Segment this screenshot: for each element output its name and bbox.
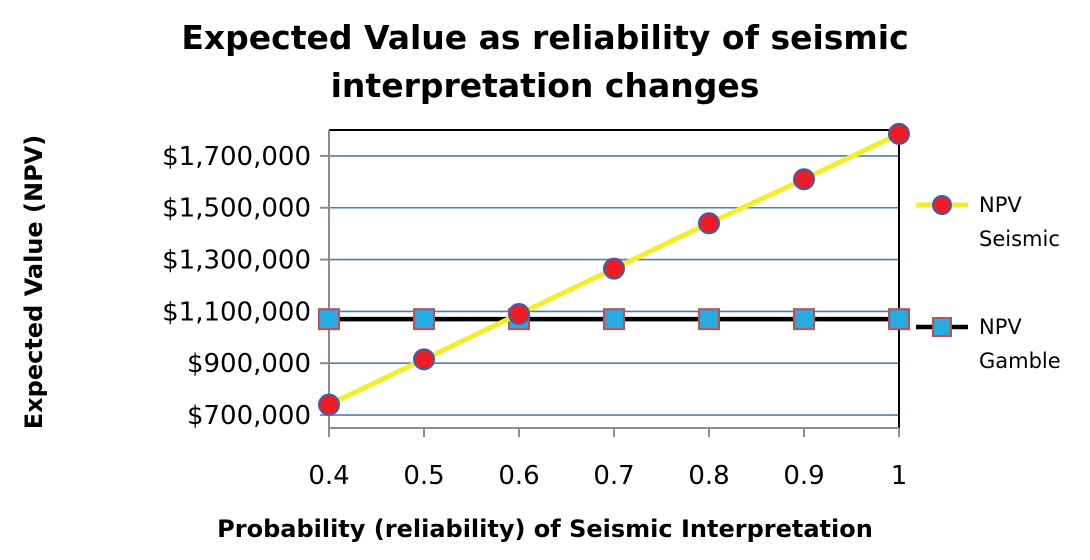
- data-point: [888, 122, 910, 145]
- y-tick-label: $900,000: [187, 349, 311, 379]
- y-tick-label: $1,500,000: [162, 194, 311, 224]
- legend-item-1: NPV Gamble: [916, 315, 1061, 373]
- x-tick-label: 0.9: [783, 461, 824, 491]
- data-point: [698, 308, 720, 331]
- x-tick-label: 0.6: [498, 461, 539, 491]
- x-tick-label: 0.8: [688, 461, 729, 491]
- chart-title: Expected Value as reliability of seismic…: [181, 18, 908, 105]
- y-tick-label: $1,300,000: [162, 246, 311, 276]
- data-point: [318, 308, 340, 331]
- x-tick-label: 0.4: [308, 461, 349, 491]
- x-tick-label: 1: [891, 461, 908, 491]
- legend-label-line-2: Seismic: [979, 227, 1060, 251]
- legend-label-line-1: NPV: [979, 193, 1022, 217]
- y-axis-ticks: $700,000 $900,000 $1,100,000 $1,300,000 $1,5…: [162, 142, 329, 431]
- y-tick-label: $700,000: [187, 401, 311, 431]
- data-point: [603, 257, 625, 280]
- x-axis-title: Probability (reliability) of Seismic Int…: [217, 515, 873, 543]
- legend-label-line-2: Gamble: [979, 349, 1061, 373]
- legend-marker: [932, 195, 952, 215]
- data-point: [413, 348, 435, 371]
- data-point: [793, 308, 815, 331]
- y-tick-label: $1,100,000: [162, 297, 311, 327]
- y-tick-label: $1,700,000: [162, 142, 311, 172]
- legend-label-line-1: NPV: [979, 315, 1022, 339]
- data-point: [888, 308, 910, 331]
- series-0: [318, 122, 910, 416]
- data-point: [318, 393, 340, 416]
- data-point: [413, 308, 435, 331]
- x-axis-ticks: 0.4 0.5 0.6 0.7 0.8 0.9 1: [308, 428, 907, 491]
- series: [318, 122, 910, 416]
- data-point: [793, 168, 815, 191]
- y-axis-title: Expected Value (NPV): [20, 135, 48, 429]
- data-point: [603, 308, 625, 331]
- chart-title-line-2: interpretation changes: [331, 66, 760, 105]
- data-point: [698, 212, 720, 235]
- chart-title-line-1: Expected Value as reliability of seismic: [181, 18, 908, 57]
- x-tick-label: 0.7: [593, 461, 634, 491]
- data-point: [508, 302, 530, 325]
- legend-item-0: NPV Seismic: [916, 193, 1060, 251]
- x-tick-label: 0.5: [403, 461, 444, 491]
- legend-marker: [932, 317, 952, 337]
- legend: NPV Seismic NPV Gamble: [916, 193, 1061, 373]
